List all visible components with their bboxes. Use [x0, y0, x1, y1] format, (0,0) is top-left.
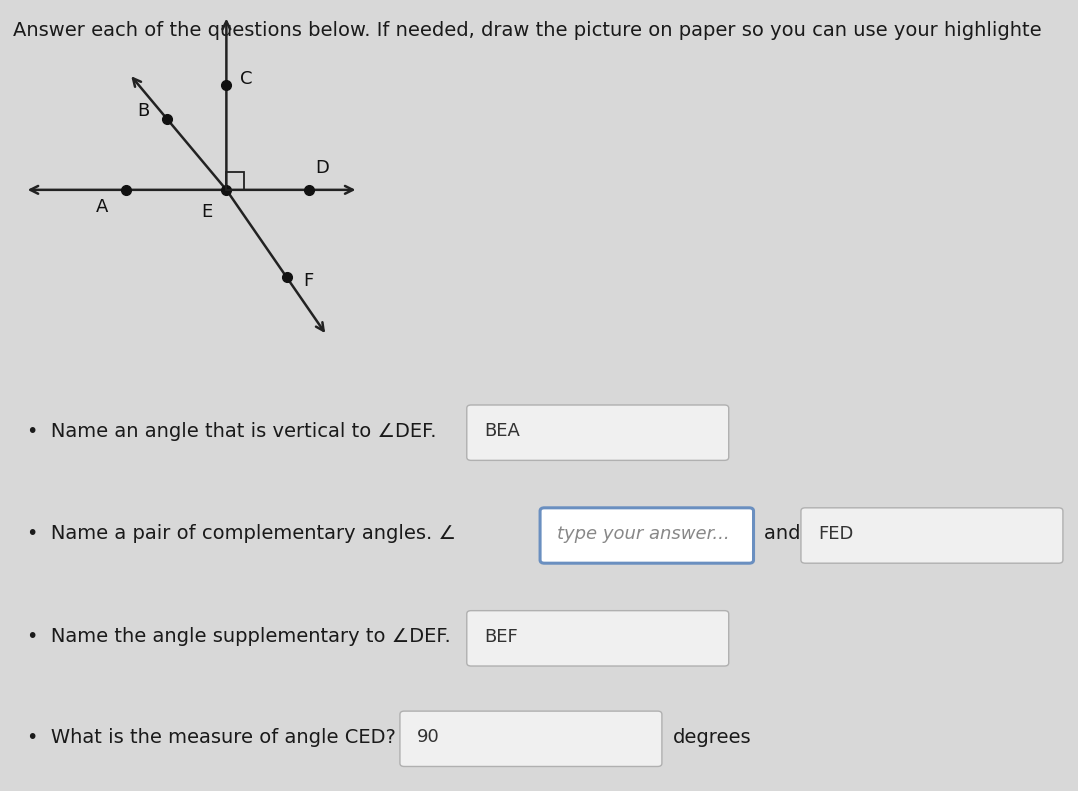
Text: •  What is the measure of angle CED?: • What is the measure of angle CED?: [27, 728, 396, 747]
Text: •  Name a pair of complementary angles. ∠: • Name a pair of complementary angles. ∠: [27, 524, 456, 543]
Text: BEA: BEA: [484, 422, 520, 440]
Text: type your answer...: type your answer...: [557, 525, 730, 543]
Text: FED: FED: [818, 525, 854, 543]
FancyBboxPatch shape: [467, 405, 729, 460]
Text: 90: 90: [417, 729, 440, 746]
Text: F: F: [303, 272, 314, 290]
FancyBboxPatch shape: [801, 508, 1063, 563]
FancyBboxPatch shape: [400, 711, 662, 766]
Text: •  Name the angle supplementary to ∠DEF.: • Name the angle supplementary to ∠DEF.: [27, 627, 451, 646]
FancyBboxPatch shape: [467, 611, 729, 666]
Text: Answer each of the questions below. If needed, draw the picture on paper so you : Answer each of the questions below. If n…: [13, 21, 1041, 40]
Text: degrees: degrees: [673, 728, 751, 747]
Text: A: A: [96, 199, 108, 216]
Text: E: E: [202, 203, 212, 221]
Text: •  Name an angle that is vertical to ∠DEF.: • Name an angle that is vertical to ∠DEF…: [27, 422, 437, 441]
Text: and ∠: and ∠: [764, 524, 825, 543]
Text: C: C: [239, 70, 252, 88]
Text: B: B: [137, 102, 150, 120]
FancyBboxPatch shape: [540, 508, 754, 563]
Text: D: D: [315, 159, 329, 176]
Text: BEF: BEF: [484, 628, 517, 645]
